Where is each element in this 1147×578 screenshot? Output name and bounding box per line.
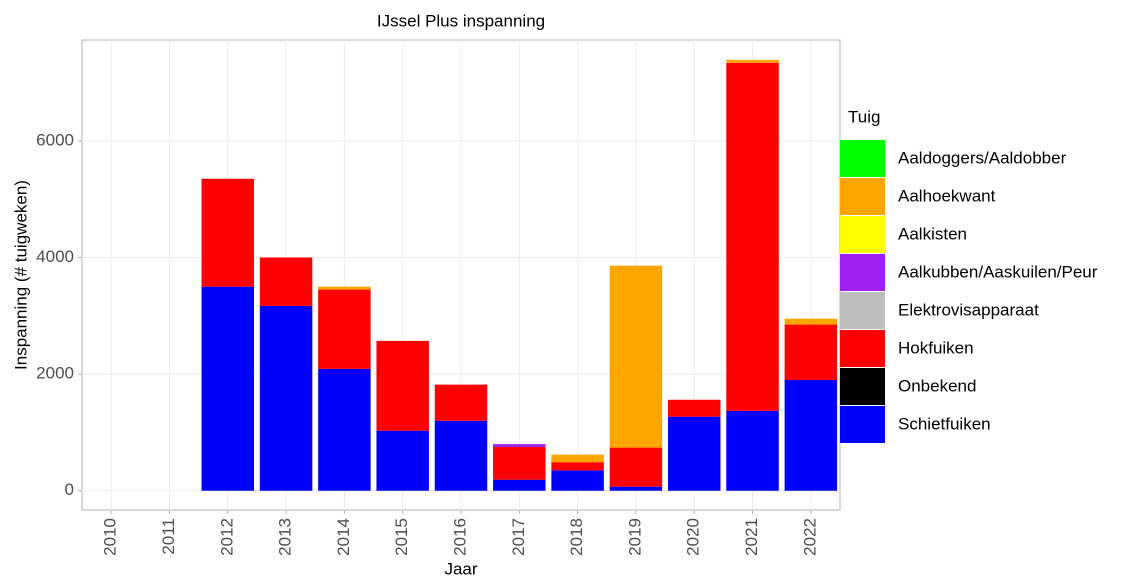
bar-segment [259,305,313,491]
x-axis-title: Jaar [444,559,477,578]
bar-segment [551,454,604,463]
legend-label: Onbekend [898,376,976,395]
bar-segment [201,286,255,491]
bar-segment [493,447,546,480]
y-tick-label: 6000 [36,130,74,149]
bar-segment [318,289,371,369]
legend-label: Schietfuiken [898,414,991,433]
legend-title: Tuig [848,107,880,126]
legend-label: Hokfuiken [898,338,974,357]
x-tick-label: 2010 [101,518,120,556]
bar-segment [726,59,779,63]
x-tick-label: 2012 [217,518,236,556]
bar-segment [784,324,838,380]
bar-segment [434,420,488,491]
y-tick-label: 4000 [36,247,74,266]
legend-key [840,330,885,367]
bar-segment [318,286,371,290]
chart-title: IJssel Plus inspanning [377,11,545,30]
x-tick-label: 2021 [742,518,761,556]
bar-segment [784,318,838,325]
legend-label: Aalkubben/Aaskuilen/Peur [898,262,1098,281]
legend-key [840,140,885,177]
bar-segment [726,62,779,411]
legend-key [840,292,885,329]
x-tick-label: 2013 [276,518,295,556]
bar-segment [376,430,429,491]
x-tick-label: 2011 [159,518,178,555]
y-tick-label: 0 [65,480,74,499]
legend-label: Aalkisten [898,224,967,243]
x-tick-label: 2020 [684,518,703,556]
x-tick-label: 2022 [800,518,819,556]
legend-label: Aaldoggers/Aaldobber [898,148,1067,167]
y-tick-label: 2000 [36,364,74,383]
bar-segment [609,447,663,487]
legend-label: Elektrovisapparaat [898,300,1039,319]
legend-key [840,216,885,253]
bar-segment [784,379,838,491]
legend-label: Aalhoekwant [898,186,996,205]
bar-segment [318,368,371,491]
x-tick-label: 2016 [450,518,469,556]
bar-segment [434,384,488,421]
legend-key [840,406,885,443]
x-tick-label: 2019 [625,518,644,556]
bar-segment [667,416,721,491]
y-axis-title: Inspanning (# tuigweken) [11,180,30,370]
x-tick-label: 2017 [509,518,528,556]
bar-segment [493,479,546,491]
legend-key [840,368,885,405]
bar-segment [667,399,721,417]
bar-segment [376,340,429,431]
bar-segment [609,265,663,448]
x-tick-label: 2018 [567,518,586,556]
bar-segment [609,486,663,491]
x-tick-label: 2015 [392,518,411,556]
legend-key [840,178,885,215]
bar-segment [551,470,604,491]
legend-key [840,254,885,291]
x-tick-label: 2014 [334,518,353,556]
bar-segment [551,462,604,471]
bar-segment [201,178,255,287]
bar-segment [259,257,313,306]
bar-segment [726,410,779,491]
bar-segment [493,444,546,448]
